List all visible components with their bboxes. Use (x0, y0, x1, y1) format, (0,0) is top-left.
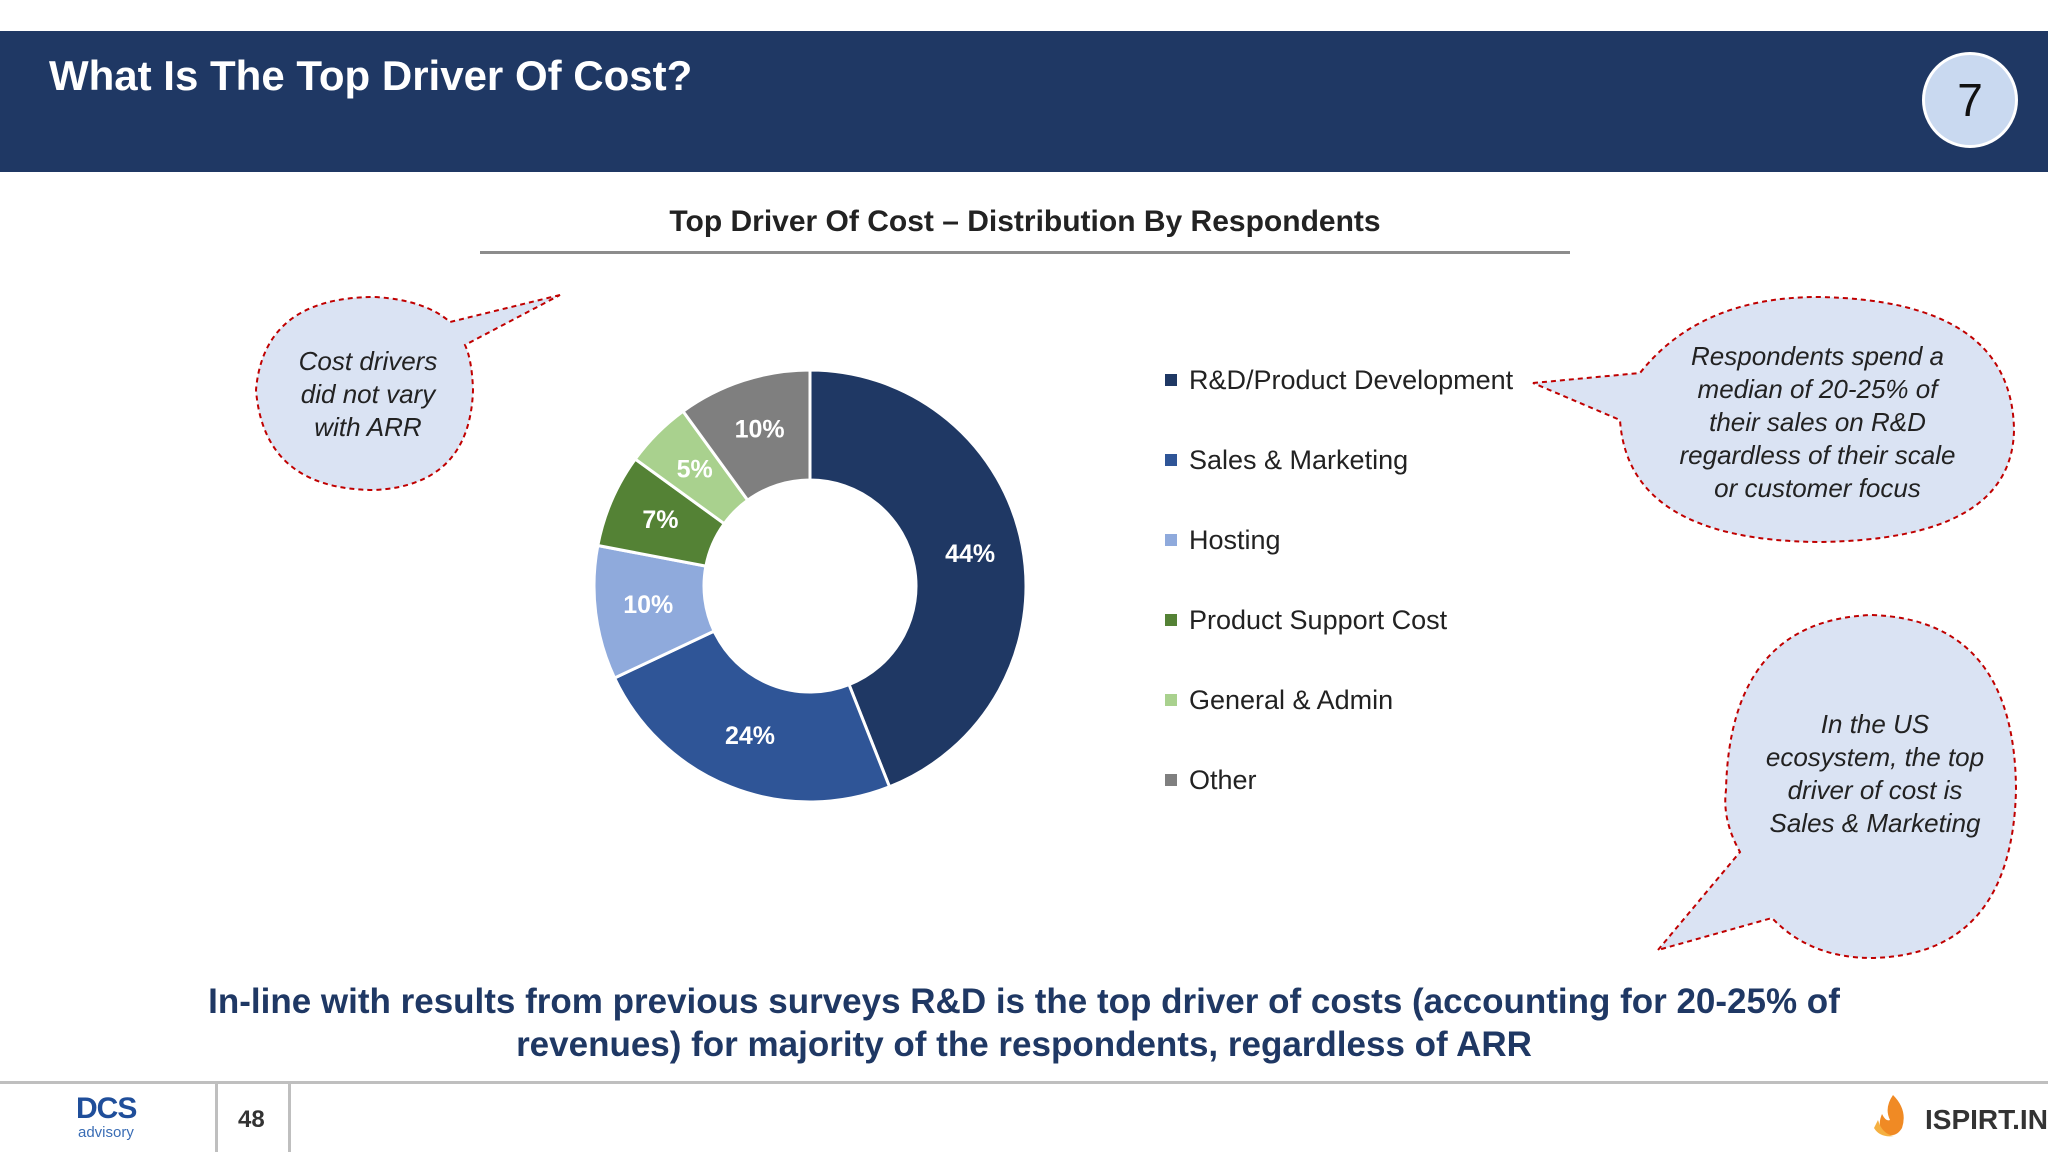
ispirt-flame-icon (1874, 1095, 1904, 1137)
donut-slice-rd (808, 368, 1028, 789)
callout-left-text: Cost drivers did not vary with ARR (298, 346, 438, 442)
chart-title: Top Driver Of Cost – Distribution By Res… (669, 205, 1381, 238)
legend-item-support: Product Support Cost (1165, 603, 1447, 637)
footer-separator-left (215, 1084, 218, 1152)
callout-right-top-bubble (1532, 295, 2016, 544)
legend-label-hosting: Hosting (1189, 524, 1281, 555)
legend-item-other: Other (1165, 763, 1257, 797)
legend-label-admin: General & Admin (1189, 684, 1394, 715)
legend-swatch-admin (1165, 694, 1177, 706)
header-bar (0, 31, 2048, 172)
callout-right-top-text: Respondents spend a median of 20-25% of … (1679, 341, 1956, 503)
dcs-logo: DCS (76, 1092, 137, 1125)
legend-label-support: Product Support Cost (1189, 604, 1448, 635)
donut-slice-other (680, 368, 812, 503)
footer-separator-right (288, 1084, 291, 1152)
legend-label-rd: R&D/Product Development (1189, 364, 1514, 395)
brand-name: ISPIRT.IN (1925, 1104, 2048, 1135)
legend-label-other: Other (1189, 764, 1257, 795)
legend-swatch-rd (1165, 374, 1177, 386)
data-label-sales: 24% (725, 722, 775, 750)
data-label-other: 10% (735, 416, 785, 444)
footer-divider (0, 1081, 2048, 1084)
callout-right-bottom-text: In the US ecosystem, the top driver of c… (1765, 709, 1985, 838)
data-label-support: 7% (642, 506, 678, 534)
page-title: What Is The Top Driver Of Cost? (49, 52, 693, 99)
conclusion-text: In-line with results from previous surve… (208, 982, 1840, 1064)
callout-left-bubble (254, 294, 561, 492)
legend-swatch-other (1165, 774, 1177, 786)
page-badge: 7 (1922, 52, 2018, 148)
data-label-rd: 44% (945, 540, 995, 568)
legend-item-rd: R&D/Product Development (1165, 363, 1513, 397)
legend-label-sales: Sales & Marketing (1189, 444, 1409, 475)
data-label-hosting: 10% (623, 591, 673, 619)
legend-item-hosting: Hosting (1165, 523, 1281, 557)
legend-swatch-support (1165, 614, 1177, 626)
donut-chart: 44% 24% 10% 7% 5% 10% (592, 368, 1028, 804)
callout-right-bottom-bubble (1655, 613, 2018, 960)
donut-slice-sales (612, 629, 892, 804)
dcs-logo-subtitle: advisory (78, 1124, 134, 1141)
data-label-admin: 5% (677, 455, 713, 483)
legend-swatch-sales (1165, 454, 1177, 466)
legend-item-sales: Sales & Marketing (1165, 443, 1408, 477)
chart-title-underline (480, 251, 1570, 254)
legend-item-admin: General & Admin (1165, 683, 1393, 717)
slide-number: 48 (238, 1106, 265, 1133)
legend-swatch-hosting (1165, 534, 1177, 546)
